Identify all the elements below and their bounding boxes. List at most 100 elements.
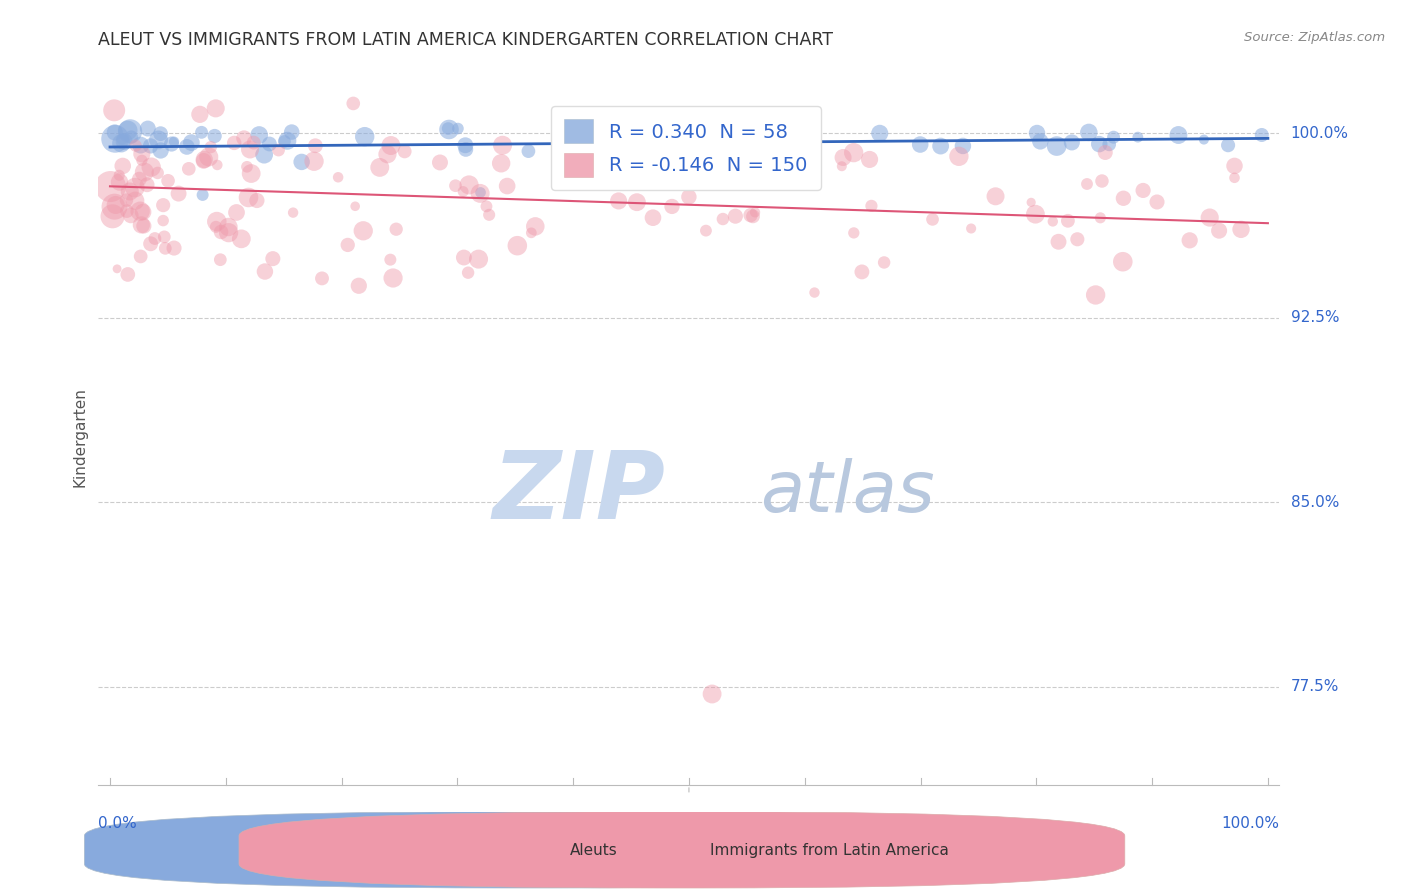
Point bbox=[129, 204, 152, 219]
Point bbox=[1047, 235, 1070, 249]
Point bbox=[380, 138, 402, 153]
Point bbox=[118, 185, 141, 199]
Point bbox=[191, 188, 214, 202]
Point bbox=[437, 121, 460, 136]
Point bbox=[111, 132, 134, 146]
Point bbox=[506, 238, 529, 252]
Point bbox=[115, 204, 138, 219]
Point bbox=[352, 224, 374, 238]
Point bbox=[205, 219, 228, 234]
Point bbox=[131, 218, 153, 232]
Y-axis label: Kindergarten: Kindergarten bbox=[72, 387, 87, 487]
Point bbox=[385, 222, 408, 236]
Point bbox=[103, 103, 125, 118]
Point bbox=[177, 161, 200, 176]
Point bbox=[742, 210, 765, 224]
Point bbox=[136, 121, 159, 136]
Point bbox=[326, 170, 349, 185]
Point bbox=[1178, 233, 1201, 247]
Point bbox=[225, 205, 247, 219]
Point bbox=[176, 140, 198, 154]
Point bbox=[475, 199, 498, 213]
Point bbox=[247, 128, 270, 142]
Point bbox=[628, 169, 651, 184]
Point bbox=[190, 125, 212, 139]
Point bbox=[1088, 137, 1111, 152]
Point bbox=[146, 166, 169, 180]
Point bbox=[1084, 288, 1107, 302]
Point bbox=[794, 139, 817, 153]
Point bbox=[149, 127, 172, 141]
Point bbox=[209, 225, 232, 239]
Point bbox=[626, 195, 648, 210]
Point bbox=[929, 139, 952, 153]
Point bbox=[860, 199, 883, 213]
Point bbox=[160, 136, 183, 151]
Point bbox=[547, 173, 569, 187]
Point bbox=[638, 166, 661, 180]
Point bbox=[447, 121, 470, 136]
Point bbox=[647, 136, 669, 150]
Point bbox=[789, 128, 811, 142]
Point bbox=[193, 153, 215, 168]
Point bbox=[129, 249, 152, 263]
Point bbox=[1223, 170, 1246, 185]
Point bbox=[858, 153, 880, 167]
Point bbox=[233, 131, 256, 145]
Point bbox=[695, 224, 717, 238]
Point bbox=[281, 205, 304, 219]
Point bbox=[678, 190, 700, 204]
Point bbox=[302, 154, 325, 169]
Point bbox=[1026, 126, 1049, 140]
Point bbox=[1090, 211, 1112, 225]
Point bbox=[457, 266, 479, 280]
Point bbox=[803, 285, 825, 300]
Point bbox=[717, 136, 740, 150]
Point bbox=[273, 134, 295, 148]
Point bbox=[489, 156, 512, 170]
Point bbox=[1066, 232, 1088, 246]
Point bbox=[132, 219, 155, 233]
Point bbox=[120, 124, 142, 138]
Point bbox=[467, 252, 489, 266]
Point bbox=[120, 130, 142, 145]
Point bbox=[1112, 254, 1135, 268]
Point bbox=[661, 199, 683, 213]
Point bbox=[342, 96, 364, 111]
Point bbox=[1076, 177, 1098, 191]
Point bbox=[641, 211, 664, 225]
Point bbox=[921, 212, 943, 227]
Point bbox=[873, 255, 896, 269]
Point bbox=[496, 179, 519, 194]
FancyBboxPatch shape bbox=[84, 812, 970, 888]
Point bbox=[491, 138, 513, 153]
Point bbox=[1019, 195, 1042, 210]
Point bbox=[607, 194, 630, 208]
Point bbox=[231, 232, 253, 246]
Point bbox=[112, 135, 135, 149]
Text: Aleuts: Aleuts bbox=[569, 843, 617, 858]
Point bbox=[148, 133, 170, 147]
Point bbox=[204, 101, 226, 115]
Point bbox=[714, 121, 737, 136]
Point bbox=[104, 125, 127, 139]
Point bbox=[394, 145, 416, 159]
Point bbox=[1208, 224, 1230, 238]
Point bbox=[117, 123, 139, 137]
Point bbox=[842, 145, 865, 160]
Point bbox=[960, 221, 983, 235]
Point bbox=[253, 264, 276, 278]
Point bbox=[1029, 135, 1052, 149]
Point bbox=[437, 122, 460, 136]
Point bbox=[163, 241, 186, 255]
Point bbox=[117, 268, 139, 282]
Point bbox=[217, 219, 239, 234]
Point bbox=[1060, 136, 1083, 150]
Point bbox=[735, 173, 758, 187]
Point bbox=[711, 212, 734, 227]
Point bbox=[311, 271, 333, 285]
Point bbox=[209, 252, 232, 267]
Point bbox=[1024, 207, 1046, 221]
Point bbox=[740, 208, 762, 222]
Point bbox=[984, 189, 1007, 203]
